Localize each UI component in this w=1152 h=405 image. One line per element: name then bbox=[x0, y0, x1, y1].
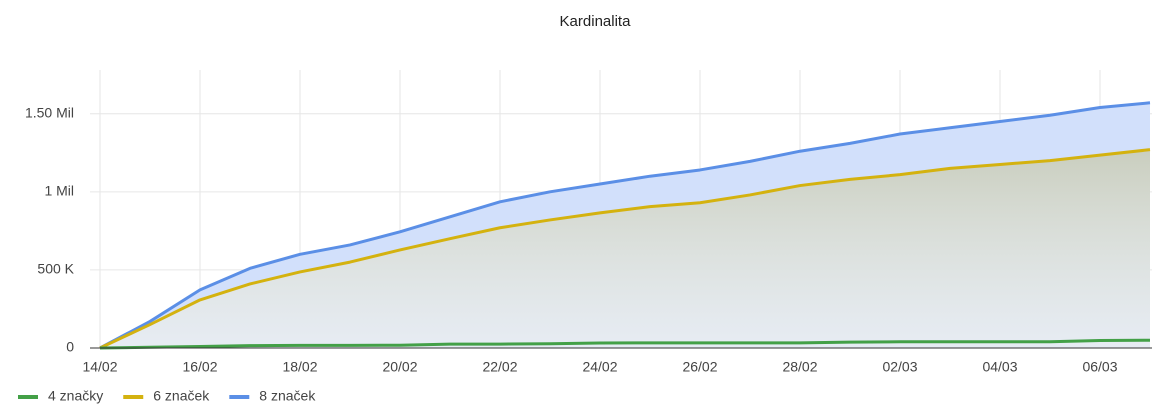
y-tick-label: 0 bbox=[66, 339, 74, 355]
y-tick-label: 1.50 Mil bbox=[25, 104, 74, 120]
legend: 4 značky 6 značek 8 značek bbox=[18, 388, 316, 404]
x-tick-label: 24/02 bbox=[582, 359, 617, 375]
x-tick-label: 16/02 bbox=[182, 359, 217, 375]
x-tick-label: 04/03 bbox=[982, 359, 1017, 375]
x-tick-label: 06/03 bbox=[1082, 359, 1117, 375]
x-tick-label: 28/02 bbox=[782, 359, 817, 375]
axes: 0 500 K 1 Mil 1.50 Mil 14/02 16/02 18/02 20/02 2… bbox=[25, 104, 1152, 375]
area bbox=[100, 149, 1150, 348]
x-tick-label: 14/02 bbox=[82, 359, 117, 375]
y-tick-label: 500 K bbox=[37, 261, 74, 277]
chart-title: Kardinalita bbox=[560, 13, 632, 30]
legend-label: 4 značky bbox=[48, 388, 103, 404]
x-tick-label: 20/02 bbox=[382, 359, 417, 375]
x-tick-label: 22/02 bbox=[482, 359, 517, 375]
line bbox=[99, 101, 1151, 350]
x-tick-label: 26/02 bbox=[682, 359, 717, 375]
line bbox=[99, 338, 1151, 350]
plot bbox=[99, 101, 1151, 350]
line bbox=[99, 148, 1151, 350]
legend-label: 6 značek bbox=[153, 388, 210, 404]
x-tick-label: 18/02 bbox=[282, 359, 317, 375]
x-tick-label: 02/03 bbox=[882, 359, 917, 375]
legend-label: 8 značek bbox=[259, 388, 316, 404]
y-tick-label: 1 Mil bbox=[44, 183, 74, 199]
